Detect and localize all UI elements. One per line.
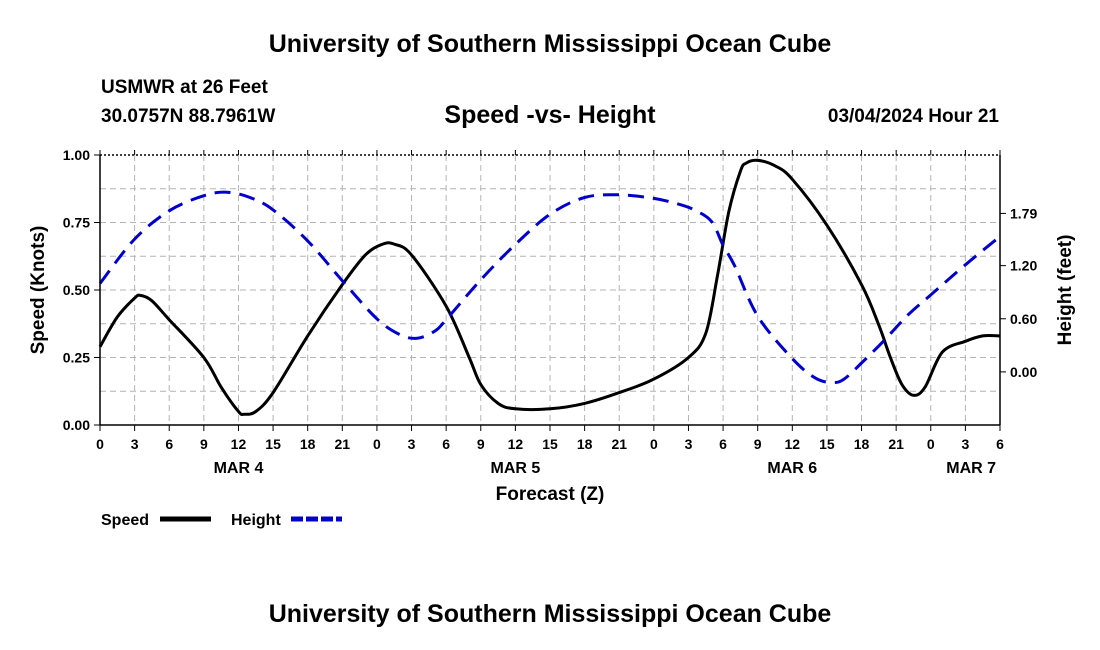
x-tick-label: 21 (335, 436, 351, 452)
x-tick-label: 0 (927, 436, 935, 452)
footer-title: University of Southern Mississippi Ocean… (268, 600, 832, 628)
x-tick-label: 21 (611, 436, 627, 452)
forecast-date: 03/04/2024 Hour 21 (827, 106, 999, 127)
x-tick-label: 3 (961, 436, 969, 452)
x-tick-label: 9 (477, 436, 485, 452)
x-tick-label: 6 (996, 436, 1004, 452)
y-right-tick-label: 0.00 (1010, 364, 1037, 380)
speed-series-line (98, 158, 1001, 417)
legend: Speed Height (101, 512, 342, 529)
x-tick-label: 6 (165, 436, 173, 452)
y-right-tick-label: 1.79 (1010, 205, 1037, 221)
x-tick-label: 0 (96, 436, 104, 452)
x-tick-label: 3 (685, 436, 693, 452)
x-tick-label: 18 (577, 436, 593, 452)
x-tick-label: 6 (442, 436, 450, 452)
y-tick-label: 1.00 (63, 147, 90, 163)
x-axis-label: Forecast (Z) (496, 484, 605, 505)
y-axis-label: Speed (Knots) (28, 226, 49, 355)
day-label: MAR 6 (767, 460, 817, 477)
x-tick-label: 3 (131, 436, 139, 452)
x-tick-label: 6 (719, 436, 727, 452)
x-tick-label: 3 (408, 436, 416, 452)
y-tick-label: 0.50 (63, 282, 90, 298)
x-tick-label: 12 (785, 436, 801, 452)
axis-ticks: 0 3 6 9 12 15 18 21 0 3 6 9 12 15 18 21 0 3 6 9 12 15 18 21 0 3 6M… (63, 147, 1038, 477)
day-label: MAR 7 (946, 460, 996, 477)
y-tick-label: 0.75 (63, 215, 90, 231)
grid (100, 155, 1000, 425)
x-tick-label: 0 (373, 436, 381, 452)
y-tick-label: 0.25 (63, 350, 90, 366)
day-label: MAR 5 (490, 460, 540, 477)
x-tick-label: 15 (265, 436, 281, 452)
x-tick-label: 18 (300, 436, 316, 452)
y-right-tick-label: 0.60 (1010, 311, 1037, 327)
page-title: University of Southern Mississippi Ocean… (268, 30, 832, 58)
x-tick-label: 21 (888, 436, 904, 452)
x-tick-label: 15 (542, 436, 558, 452)
station-label: USMWR at 26 Feet (101, 77, 268, 98)
x-tick-label: 0 (650, 436, 658, 452)
series-lines (98, 158, 1001, 417)
x-tick-label: 15 (819, 436, 835, 452)
x-tick-label: 9 (754, 436, 762, 452)
height-series-line (98, 190, 1001, 385)
y-tick-label: 0.00 (63, 417, 90, 433)
axis-labels: Forecast (Z) Speed (Knots) Height (feet) (28, 226, 1076, 505)
legend-label-speed: Speed (101, 512, 149, 529)
y-right-tick-label: 1.20 (1010, 258, 1037, 274)
x-tick-label: 9 (200, 436, 208, 452)
x-tick-label: 12 (508, 436, 524, 452)
station-coordinates: 30.0757N 88.7961W (101, 106, 276, 127)
y-right-axis-label: Height (feet) (1055, 235, 1076, 346)
day-label: MAR 4 (214, 460, 264, 477)
legend-label-height: Height (231, 512, 281, 529)
x-tick-label: 12 (231, 436, 247, 452)
x-tick-label: 18 (854, 436, 870, 452)
chart-title: Speed -vs- Height (444, 101, 656, 129)
